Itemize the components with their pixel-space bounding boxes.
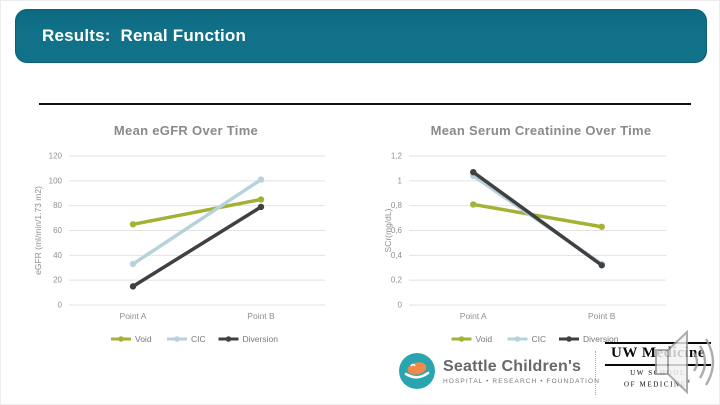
chart-title-creatinine: Mean Serum Creatinine Over Time — [430, 123, 652, 138]
legend-label: Void — [476, 334, 493, 344]
series-line-void — [131, 197, 263, 227]
chart-egfr: Mean eGFR Over Time 120 100 80 60 40 20 0 eGFR … — [16, 119, 356, 359]
title-divider — [39, 103, 691, 105]
x-category-label: Point A — [120, 311, 147, 321]
seattle-childrens-logo: Seattle Children's HOSPITAL • RESEARCH •… — [399, 353, 600, 389]
series-marker-diversion — [257, 203, 265, 211]
y-axis-title: eGFR (ml/min/1.73 m2) — [33, 186, 43, 275]
slide-title-bar: Results: Renal Function — [15, 9, 707, 63]
legend-marker-dot — [514, 336, 521, 342]
speaker-icon[interactable] — [654, 327, 718, 397]
y-tick-label: 60 — [53, 226, 62, 235]
seattle-childrens-text: Seattle Children's HOSPITAL • RESEARCH •… — [443, 358, 600, 385]
series-line-diversion — [471, 170, 604, 268]
seattle-childrens-name: Seattle Children's — [443, 357, 582, 375]
chart-title-egfr: Mean eGFR Over Time — [113, 123, 259, 138]
y-tick-label: 40 — [53, 251, 62, 260]
x-category-label: Point B — [247, 311, 275, 321]
chart-egfr-plot: 120 100 80 60 40 20 0 eGFR (ml/min/1.73 m2) Poin… — [33, 152, 325, 344]
series-marker-void — [470, 201, 477, 208]
series-marker-void — [598, 223, 605, 230]
seattle-childrens-whale-icon — [399, 353, 435, 389]
y-tick-label: 20 — [53, 276, 62, 285]
series-marker-diversion — [129, 283, 137, 290]
y-tick-label: 0 — [58, 301, 63, 310]
registered-mark: ® — [686, 380, 692, 385]
y-tick-label: 1 — [398, 176, 403, 185]
series-line-void — [471, 202, 604, 229]
y-tick-label: 0,2 — [391, 276, 403, 285]
y-tick-label: 0,8 — [391, 201, 403, 210]
legend-marker-dot — [566, 336, 572, 342]
series-marker-void — [257, 196, 265, 203]
x-category-label: Point B — [588, 311, 616, 321]
chart-creatinine: Mean Serum Creatinine Over Time 1,2 1 0,8 0… — [371, 119, 711, 359]
logo-separator — [595, 351, 596, 395]
y-tick-label: 0,4 — [391, 251, 403, 260]
legend-marker-dot — [458, 336, 465, 342]
y-tick-label: 120 — [49, 152, 63, 161]
series-marker-diversion — [598, 262, 605, 269]
series-line-diversion — [131, 205, 263, 289]
series-marker-void — [129, 221, 137, 228]
y-tick-label: 0 — [398, 301, 403, 310]
legend-marker-dot — [118, 336, 124, 342]
y-tick-label: 100 — [49, 176, 63, 185]
series-marker-cic — [129, 260, 137, 268]
y-tick-label: 1,2 — [391, 152, 403, 161]
footer-logos: Seattle Children's HOSPITAL • RESEARCH •… — [397, 329, 719, 403]
legend-label: Diversion — [583, 334, 619, 344]
legend-label: CIC — [191, 334, 206, 344]
legend-label: CIC — [532, 334, 547, 344]
x-category-label: Point A — [460, 311, 487, 321]
y-axis-title: SCr(mg/dL) — [383, 208, 393, 252]
chart-creatinine-plot: 1,2 1 0,8 0,6 0,4 0,2 0 SCr(mg/dL) Point A Point … — [383, 152, 666, 344]
slide-title: Results: Renal Function — [42, 26, 247, 45]
legend-marker-dot — [174, 336, 180, 342]
uw-school-line2: OF MEDICINE — [624, 380, 687, 389]
legend-label: Void — [135, 334, 152, 344]
series-marker-cic — [257, 176, 265, 183]
legend-label: Diversion — [243, 334, 279, 344]
legend-marker-dot — [225, 336, 232, 342]
series-marker-diversion — [470, 168, 477, 176]
y-tick-label: 80 — [53, 201, 62, 210]
series-line-cic — [131, 177, 263, 266]
y-tick-label: 0,6 — [391, 226, 403, 235]
seattle-childrens-tagline: HOSPITAL • RESEARCH • FOUNDATION — [443, 377, 601, 385]
